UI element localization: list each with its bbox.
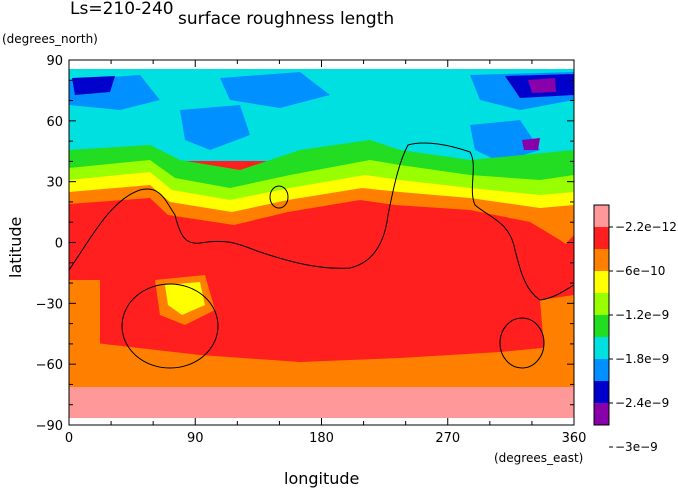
colorbar-swatch — [594, 359, 609, 381]
x-tick-label: 270 — [435, 431, 460, 446]
field-purple-patch — [528, 78, 556, 93]
contour-argyre — [499, 317, 545, 369]
colorbar-swatch — [594, 227, 609, 249]
colorbar-label: −2.4e−9 — [615, 396, 669, 410]
y-tick-label: 90 — [46, 54, 63, 69]
x-tick-label: 360 — [562, 431, 587, 446]
colorbar-swatch — [594, 249, 609, 271]
colorbar-swatch — [594, 403, 609, 425]
y-tick-label: −60 — [36, 358, 63, 373]
chart-title: surface roughness length — [178, 9, 394, 29]
colorbar-label: −6e−10 — [615, 264, 665, 278]
field-orange-east — [540, 295, 574, 360]
colorbar: −2.2e−12 −6e−10 −1.2e−9 −1.8e−9 −2.4e−9 −3e−9 — [593, 204, 677, 454]
colorbar-label: −1.2e−9 — [615, 308, 669, 322]
y-tick-label: 60 — [46, 115, 63, 130]
x-tick-label: 0 — [65, 431, 73, 446]
colorbar-label: −2.2e−12 — [615, 220, 677, 234]
field-blue-patch — [220, 72, 330, 108]
field-orange-west — [69, 280, 100, 360]
colorbar-label: −1.8e−9 — [615, 352, 669, 366]
season-label: Ls=210-240 — [70, 0, 174, 19]
colorbar-swatch — [594, 205, 609, 227]
field-red-core — [69, 198, 574, 387]
colorbar-swatch — [594, 337, 609, 359]
field-darkblue-patch — [72, 76, 115, 95]
y-tick-label: −30 — [36, 297, 63, 312]
x-axis: 0 90 180 270 360 — [65, 60, 587, 446]
field-blue-patch — [180, 105, 250, 150]
colorbar-swatch — [594, 293, 609, 315]
field-purple-patch — [522, 138, 540, 150]
y-units-label: (degrees_north) — [2, 32, 98, 46]
x-tick-label: 180 — [309, 431, 334, 446]
x-axis-label: longitude — [284, 469, 359, 488]
contour-hellas — [121, 283, 219, 369]
colorbar-swatch — [594, 381, 609, 403]
x-tick-label: 90 — [187, 431, 204, 446]
contour-layer — [68, 142, 575, 369]
contour-line — [68, 142, 575, 301]
field-pink-band — [69, 387, 574, 418]
colorbar-label: −3e−9 — [615, 440, 658, 454]
x-units-label: (degrees_east) — [494, 451, 583, 465]
y-axis-label: latitude — [6, 217, 25, 278]
field-orange-south — [69, 340, 574, 387]
y-tick-label: 0 — [55, 237, 63, 252]
y-axis: 90 60 30 0 −30 −60 −90 — [36, 54, 574, 434]
y-tick-label: −90 — [36, 419, 63, 434]
contour-elysium — [269, 185, 289, 209]
colorbar-swatch — [594, 271, 609, 293]
colorbar-swatch — [594, 315, 609, 337]
y-tick-label: 30 — [46, 176, 63, 191]
field-blue-patch — [470, 120, 540, 162]
field-layer — [69, 69, 574, 418]
